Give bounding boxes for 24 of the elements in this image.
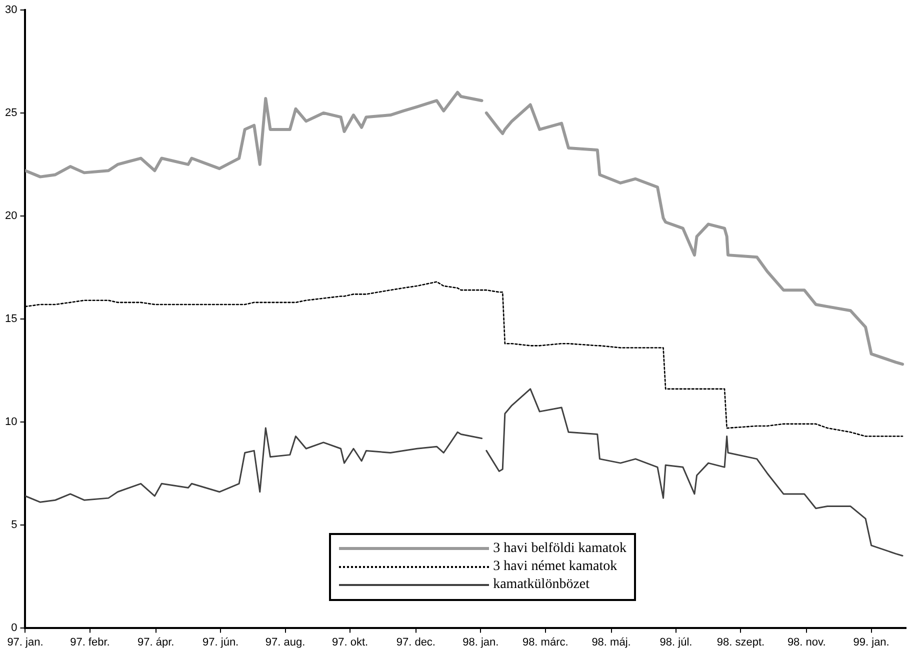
y-tick-label: 15 — [4, 312, 18, 325]
y-tick-label: 20 — [4, 210, 18, 222]
x-tick-label: 97. okt. — [332, 636, 368, 648]
x-tick-label: 98. nov. — [787, 636, 826, 648]
y-tick-label: 25 — [4, 107, 18, 119]
x-tick-label: 98. márc. — [522, 636, 568, 648]
x-tick-label: 98. júl. — [660, 636, 692, 648]
legend-label: 3 havi belföldi kamatok — [493, 540, 626, 558]
y-tick-label: 10 — [4, 416, 18, 428]
legend-label: 3 havi német kamatok — [493, 558, 618, 576]
x-tick-label: 98. jan. — [462, 636, 499, 648]
x-tick-label: 97. dec. — [396, 636, 436, 648]
x-tick-label: 97. aug. — [265, 636, 306, 648]
x-tick-label: 97. jún. — [202, 636, 239, 648]
x-tick-label: 97. febr. — [70, 636, 110, 648]
x-tick-label: 97. jan. — [7, 636, 44, 648]
y-tick-label: 0 — [11, 622, 18, 634]
x-tick-label: 97. ápr. — [137, 636, 174, 648]
y-tick-label: 5 — [11, 518, 18, 531]
x-tick-label: 98. máj. — [592, 636, 631, 648]
x-tick-label: 99. jan. — [853, 636, 890, 648]
x-tick-label: 98. szept. — [716, 636, 765, 648]
legend-label: kamatkülönbözet — [493, 576, 590, 594]
y-tick-label: 30 — [4, 4, 18, 16]
